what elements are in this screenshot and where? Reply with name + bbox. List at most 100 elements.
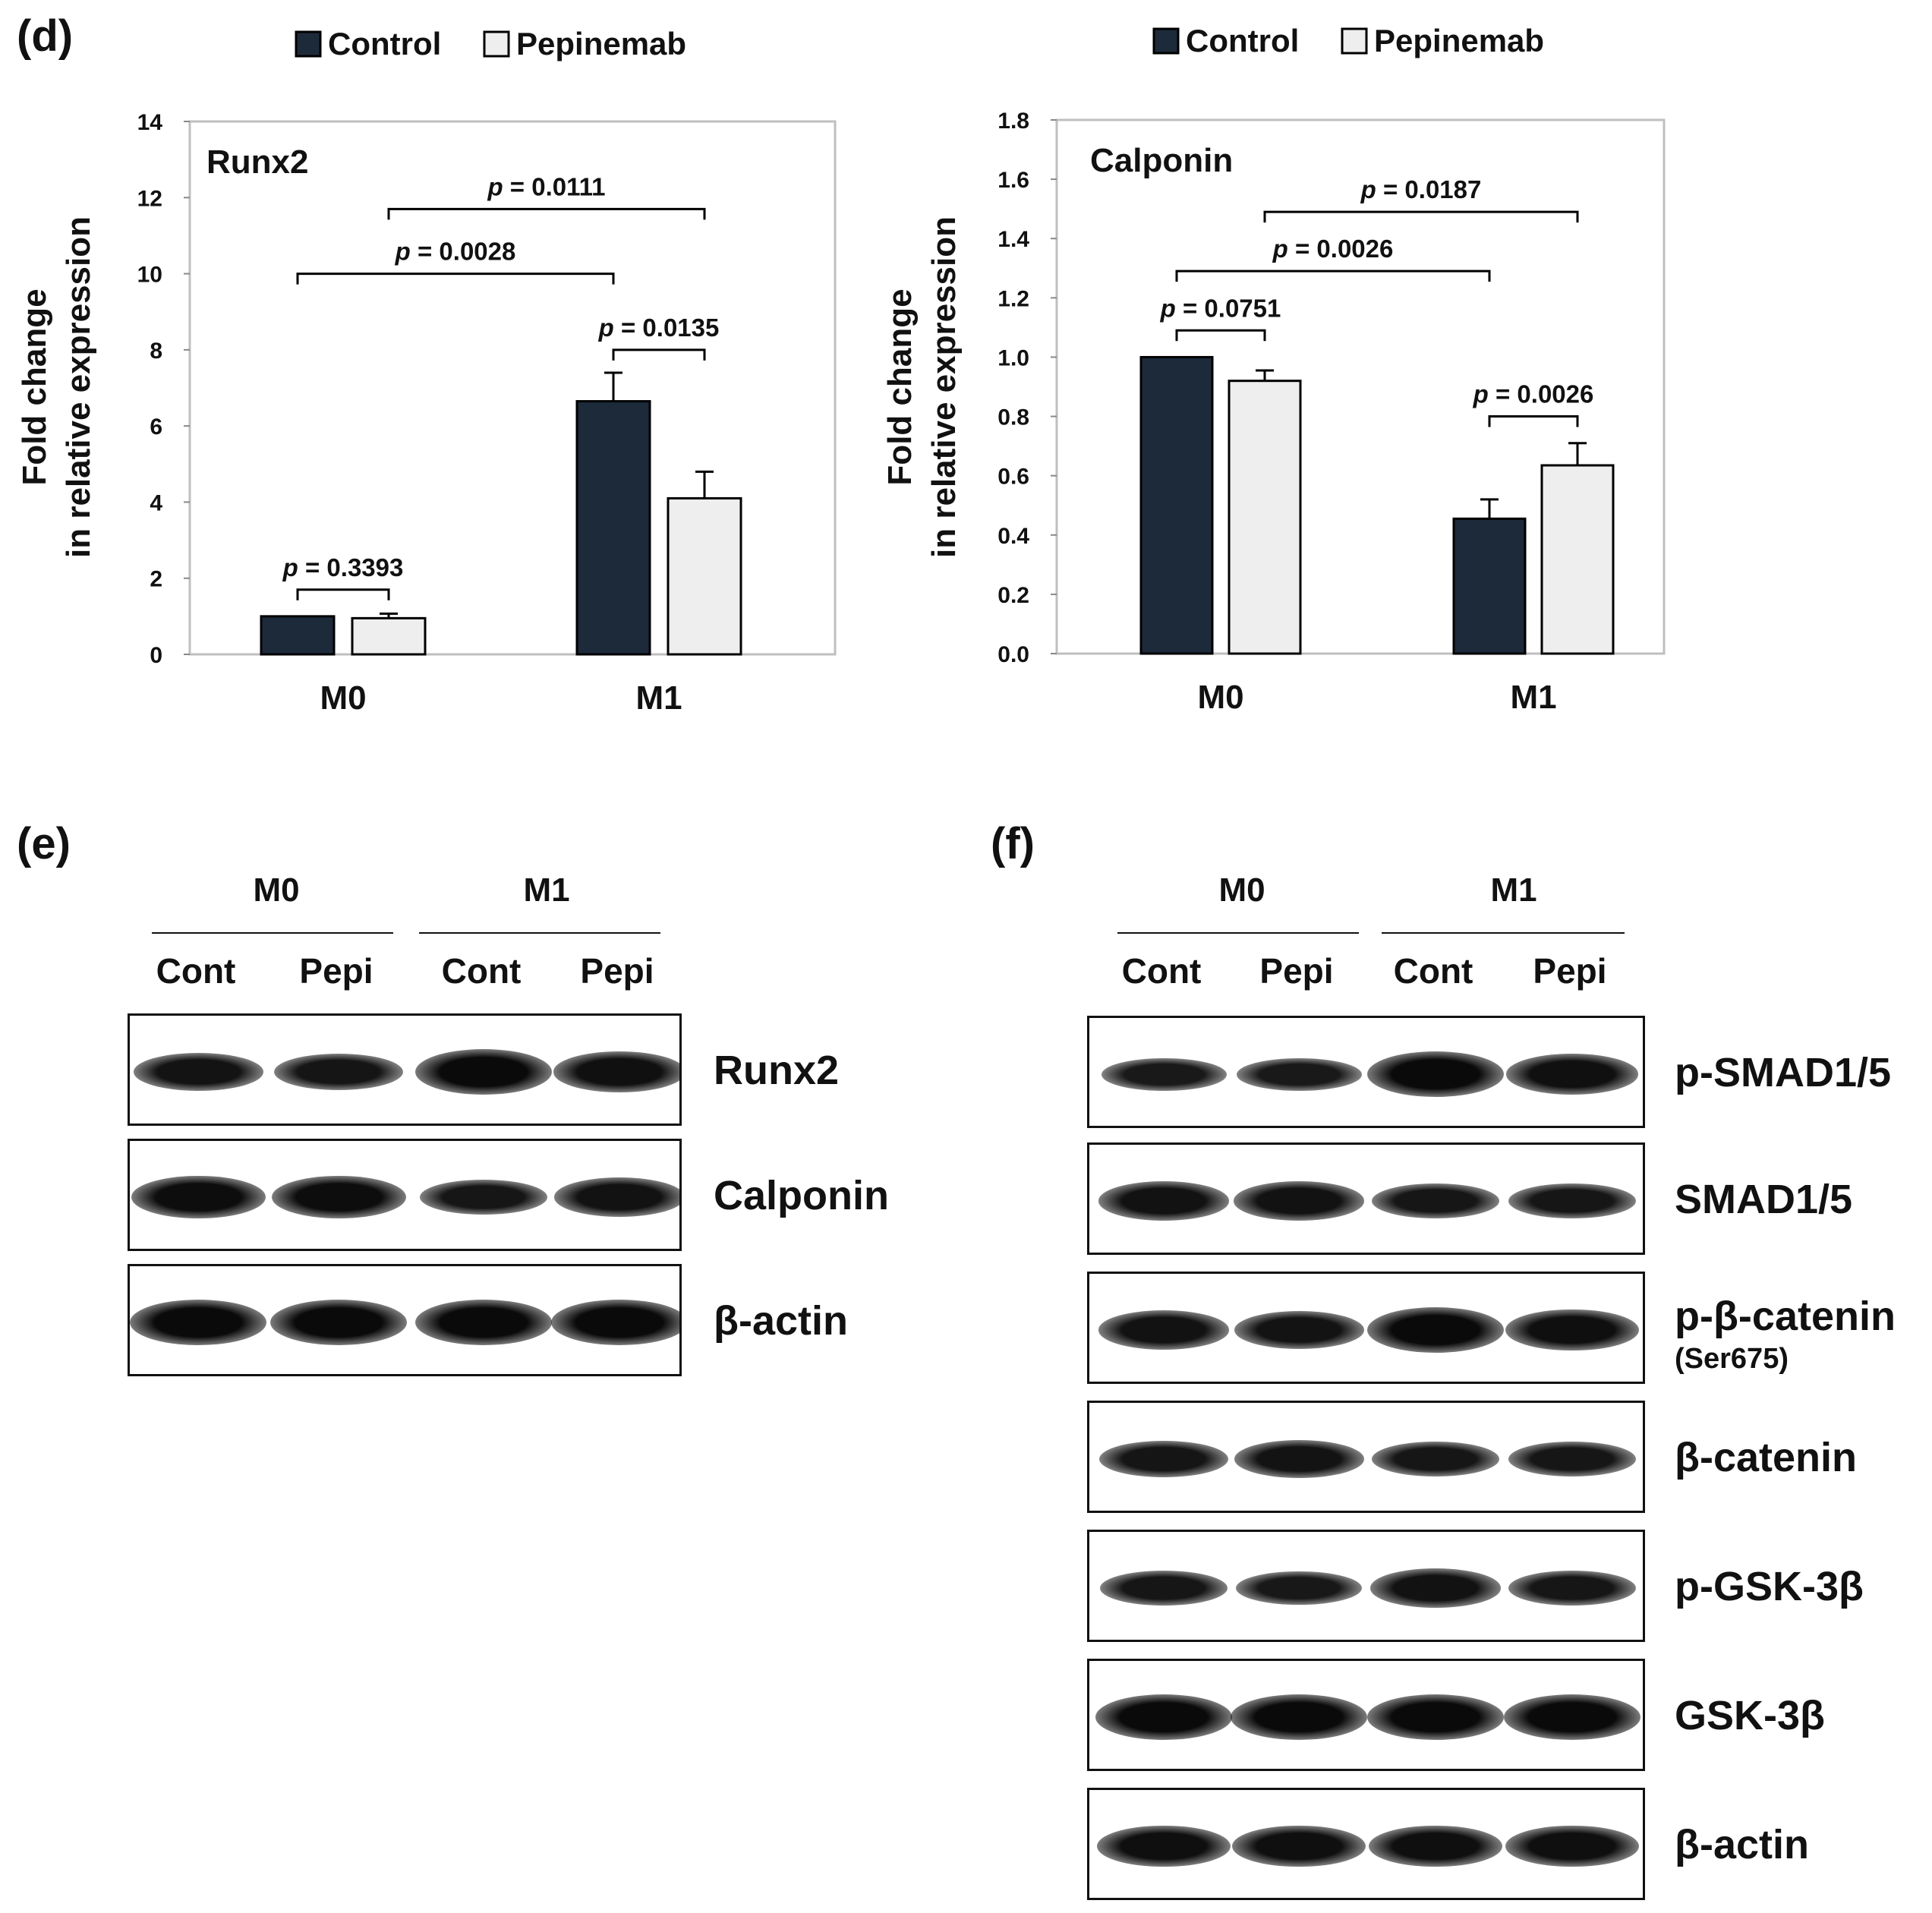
- protein-band: [1098, 1181, 1230, 1221]
- protein-band: [1234, 1311, 1364, 1349]
- y-tick-label: 1.6: [998, 168, 1029, 193]
- blot-strip: [1087, 1401, 1645, 1513]
- protein-band: [1098, 1310, 1230, 1350]
- significance-bracket: [296, 588, 390, 600]
- blot-lane-label: Cont: [1393, 951, 1473, 991]
- protein-label: p-β-catenin: [1675, 1294, 1896, 1339]
- legend-label: Pepinemab: [1374, 23, 1544, 58]
- significance-bracket: [1175, 269, 1491, 282]
- y-axis-label: in relative expression: [925, 216, 963, 558]
- protein-band: [1099, 1440, 1228, 1478]
- protein-label: SMAD1/5: [1675, 1177, 1853, 1222]
- protein-band: [133, 1053, 263, 1091]
- protein-band: [1508, 1441, 1636, 1477]
- y-tick-label: 0.2: [998, 583, 1029, 608]
- blot-group-label: M1: [523, 871, 570, 909]
- protein-band: [415, 1300, 552, 1345]
- protein-band: [130, 1300, 266, 1345]
- blot-strip: [128, 1013, 682, 1126]
- protein-band: [274, 1053, 403, 1091]
- p-value-label: p = 0.0026: [1473, 380, 1594, 408]
- legend-label: Control: [1186, 23, 1299, 58]
- blot-group-line: [1382, 932, 1625, 934]
- legend-label: Control: [328, 26, 441, 61]
- protein-band: [1236, 1057, 1362, 1091]
- legend-label: Pepinemab: [516, 26, 686, 61]
- protein-band: [1505, 1825, 1639, 1867]
- chart-title: Calponin: [1090, 142, 1233, 179]
- blot-strip: [128, 1139, 682, 1251]
- legend-swatch: [1152, 27, 1180, 55]
- protein-label: β-actin: [714, 1298, 848, 1344]
- p-value-label: p = 0.0028: [395, 238, 516, 266]
- protein-band: [1095, 1694, 1232, 1740]
- y-axis-label: Fold change: [16, 288, 53, 485]
- blot-group-line: [419, 932, 660, 934]
- blot-strip: [1087, 1142, 1645, 1255]
- protein-band: [553, 1177, 679, 1217]
- protein-band: [1504, 1694, 1640, 1740]
- protein-label: β-actin: [1675, 1822, 1809, 1867]
- blot-group-label: M0: [1218, 871, 1265, 909]
- p-value-label: p = 0.0111: [487, 172, 605, 200]
- protein-band: [420, 1179, 547, 1215]
- protein-label: Runx2: [714, 1048, 840, 1093]
- significance-bracket: [296, 273, 615, 285]
- protein-band: [131, 1175, 266, 1219]
- category-label: M1: [635, 679, 682, 717]
- significance-bracket: [612, 348, 706, 361]
- y-tick-label: 0.0: [998, 642, 1029, 667]
- protein-band: [1372, 1441, 1499, 1477]
- protein-band: [1367, 1307, 1504, 1353]
- blot-group-label: M0: [253, 871, 300, 909]
- y-tick-label: 1.4: [998, 227, 1029, 252]
- blot-group-label: M1: [1490, 871, 1537, 909]
- y-axis-label: Fold change: [881, 288, 919, 485]
- p-value-label: p = 0.0751: [1160, 294, 1281, 322]
- category-label: M0: [320, 679, 366, 717]
- legend-swatch: [295, 30, 322, 58]
- y-tick-label: 0.6: [998, 465, 1029, 490]
- panel-e-label: (e): [17, 819, 71, 868]
- protein-band: [1231, 1694, 1367, 1740]
- blot-lane-label: Pepi: [1533, 951, 1607, 991]
- protein-band: [270, 1300, 407, 1345]
- bar: [260, 615, 336, 656]
- y-axis-label: in relative expression: [60, 216, 97, 558]
- plot-frame: [1055, 118, 1666, 655]
- protein-band: [1372, 1183, 1499, 1219]
- protein-band: [1369, 1568, 1502, 1608]
- protein-band: [1235, 1571, 1363, 1606]
- runx2-bar-chart: 0 2 4 6 8 10 12 14 Fold change in relative expres…: [16, 26, 837, 717]
- y-tick-label: 2: [150, 567, 162, 592]
- y-tick-label: 0.4: [998, 524, 1029, 549]
- bar: [1139, 355, 1214, 655]
- blot-lane-label: Pepi: [1259, 951, 1334, 991]
- category-label: M0: [1197, 679, 1243, 716]
- blot-lane-label: Pepi: [299, 951, 373, 991]
- panel-d-label: (d): [17, 11, 74, 61]
- blot-lane-label: Cont: [1121, 951, 1202, 991]
- protein-band: [271, 1175, 406, 1219]
- protein-band: [1506, 1054, 1638, 1095]
- blot-strip: [1087, 1272, 1645, 1384]
- protein-band: [1234, 1440, 1364, 1478]
- y-tick-label: 4: [150, 490, 162, 515]
- y-tick-label: 1.2: [998, 286, 1029, 311]
- y-tick-label: 0.8: [998, 405, 1029, 430]
- y-tick-label: 14: [137, 110, 163, 135]
- protein-band: [415, 1049, 552, 1095]
- panel-f-label: (f): [991, 819, 1035, 868]
- bar: [1540, 464, 1615, 655]
- blot-strip: [1087, 1659, 1645, 1771]
- protein-label: p-SMAD1/5: [1675, 1050, 1892, 1095]
- significance-bracket: [1488, 415, 1579, 427]
- protein-band: [1232, 1825, 1366, 1867]
- protein-band: [1097, 1825, 1231, 1867]
- bar: [575, 400, 651, 656]
- significance-bracket: [1263, 210, 1579, 223]
- bar: [667, 496, 742, 656]
- blot-strip: [1087, 1016, 1645, 1128]
- chart-title: Runx2: [206, 143, 308, 181]
- plot-frame: [188, 120, 837, 656]
